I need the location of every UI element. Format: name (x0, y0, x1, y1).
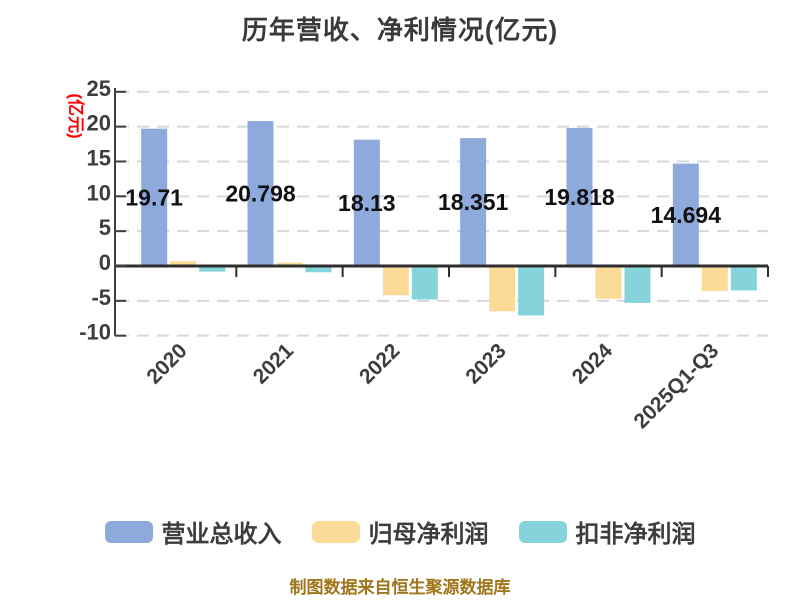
legend-swatch-icon (104, 520, 153, 543)
bar-归母净利润-2021 (276, 262, 303, 266)
chart-canvas: 25 20 15 10 5 0 -5 -10 2020 2021 2022 2023 2024 2025Q… (66, 76, 769, 433)
y-tick-label: 0 (99, 250, 111, 275)
y-tick-label: 5 (99, 215, 111, 240)
legend-item-扣非净利润: 扣非净利润 (518, 514, 696, 549)
x-tick-label-2020: 2020 (142, 339, 191, 388)
bar-value-label: 18.13 (338, 190, 396, 216)
y-tick-label: 10 (87, 180, 111, 205)
chart-title: 历年营收、净利情况(亿元) (241, 15, 559, 45)
y-tick-label: -5 (91, 285, 111, 310)
bar-扣非净利润-2024 (624, 266, 651, 303)
y-tick-label: 15 (87, 145, 111, 170)
bar-归母净利润-2022 (382, 266, 409, 296)
bar-营业总收入-2024 (566, 127, 593, 266)
legend-item-归母净利润: 归母净利润 (311, 514, 489, 549)
bar-营业总收入-2025Q1-Q3 (672, 163, 699, 266)
legend-item-营业总收入: 营业总收入 (104, 514, 282, 549)
bar-扣非净利润-2021 (305, 266, 332, 273)
x-tick-label-2024: 2024 (568, 339, 618, 389)
legend-label: 归母净利润 (368, 521, 489, 548)
bar-归母净利润-2024 (595, 266, 622, 299)
legend-swatch-icon (311, 520, 360, 543)
bar-归母净利润-2020 (170, 261, 197, 266)
legend-label: 营业总收入 (161, 521, 282, 548)
data-source-note: 制图数据来自恒生聚源数据库 (289, 578, 511, 597)
bar-value-label: 20.798 (225, 181, 296, 207)
legend-label: 扣非净利润 (575, 521, 696, 548)
x-tick-label-2022: 2022 (355, 339, 404, 388)
y-tick-label: -10 (79, 320, 111, 345)
bar-营业总收入-2022 (353, 139, 380, 266)
y-tick-label: 25 (87, 76, 111, 101)
bar-营业总收入-2020 (141, 128, 168, 266)
legend-swatch-icon (518, 520, 567, 543)
bar-营业总收入-2021 (247, 121, 274, 267)
x-tick-label-2021: 2021 (249, 339, 299, 389)
bar-value-label: 19.818 (544, 184, 615, 210)
y-axis-unit-label: (亿元) (66, 93, 86, 138)
bar-扣非净利润-2023 (518, 266, 545, 316)
bar-归母净利润-2025Q1-Q3 (701, 266, 728, 292)
bar-营业总收入-2023 (460, 138, 487, 266)
chart-legend: 营业总收入 归母净利润 扣非净利润 (0, 514, 800, 549)
x-tick-label-2023: 2023 (461, 339, 510, 388)
bar-扣非净利润-2022 (411, 266, 438, 300)
bar-value-label: 19.71 (125, 184, 183, 210)
bar-value-label: 18.351 (438, 189, 509, 215)
bar-扣非净利润-2020 (199, 266, 226, 272)
bar-扣非净利润-2025Q1-Q3 (730, 266, 757, 291)
bar-归母净利润-2023 (489, 266, 516, 312)
bar-value-label: 14.694 (651, 202, 722, 228)
y-tick-label: 20 (87, 111, 111, 136)
x-tick-label-2025Q1-Q3: 2025Q1-Q3 (630, 339, 724, 433)
